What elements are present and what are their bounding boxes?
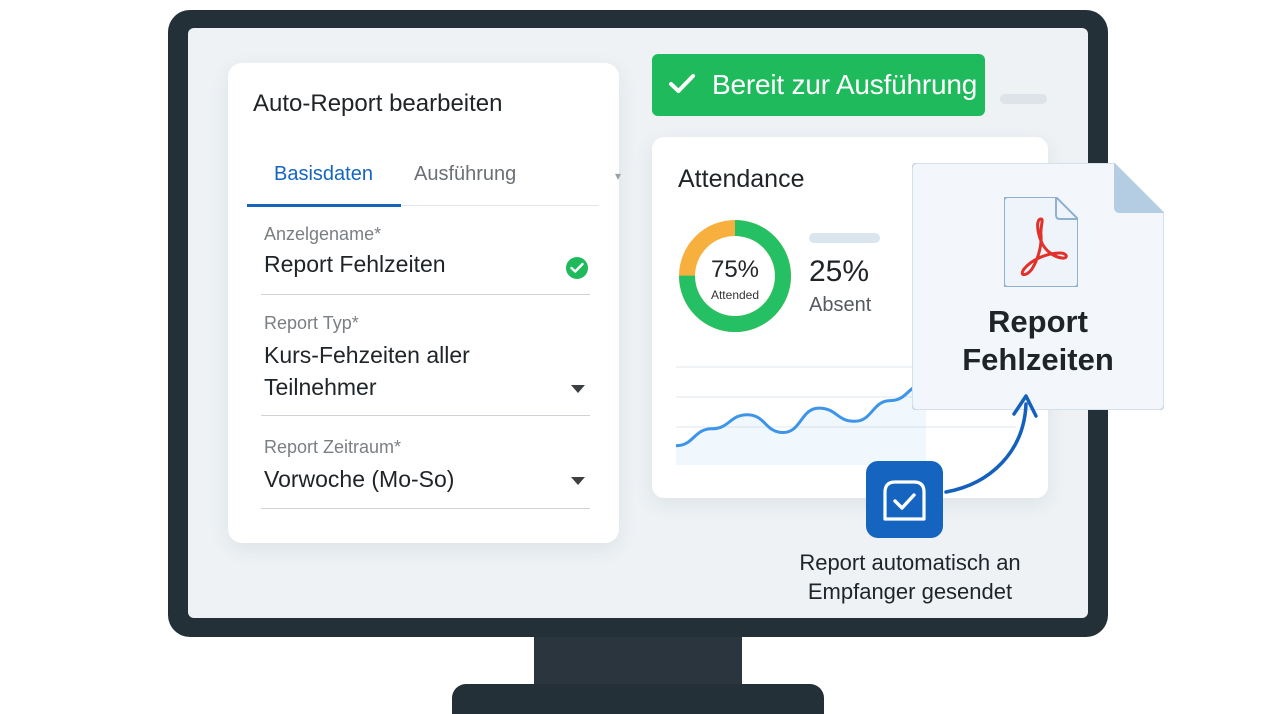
form-tabs: Basisdaten Ausführung ▾ xyxy=(247,153,599,206)
series-area xyxy=(676,384,926,465)
display-name-label: Anzelgename* xyxy=(264,224,381,245)
form-title: Auto-Report bearbeiten xyxy=(253,90,503,118)
chevron-down-icon[interactable] xyxy=(571,385,585,393)
checkmark-icon xyxy=(668,72,696,96)
placeholder-bar xyxy=(809,233,880,243)
tab-basisdaten[interactable]: Basisdaten xyxy=(274,163,373,186)
delivery-caption: Report automatisch an Empfanger gesendet xyxy=(760,548,1060,606)
display-name-value[interactable]: Report Fehlzeiten xyxy=(264,248,446,280)
valid-check-icon xyxy=(566,257,588,279)
tab-ausfuehrung[interactable]: Ausführung xyxy=(414,163,516,186)
more-tabs-icon[interactable]: ▾ xyxy=(615,169,621,183)
send-arrow xyxy=(940,392,1040,502)
ready-status-banner: Bereit zur Ausführung xyxy=(652,54,985,116)
display-name-field[interactable]: Anzelgename* Report Fehlzeiten xyxy=(261,221,590,295)
pdf-icon xyxy=(1004,197,1078,287)
monitor-stand-base xyxy=(452,684,824,714)
report-period-label: Report Zeitraum* xyxy=(264,437,401,458)
attended-percent: 75% xyxy=(680,256,790,284)
attended-label: Attended xyxy=(680,288,790,302)
report-period-value[interactable]: Vorwoche (Mo-So) xyxy=(264,463,454,495)
active-tab-indicator xyxy=(247,204,401,207)
report-period-select[interactable]: Report Zeitraum* Vorwoche (Mo-So) xyxy=(261,433,590,509)
report-type-label: Report Typ* xyxy=(264,313,359,334)
monitor-stand-neck xyxy=(534,637,742,687)
report-type-value[interactable]: Kurs-Fehzeiten aller Teilnehmer xyxy=(264,339,524,403)
placeholder-bar xyxy=(1000,94,1047,104)
attendance-title: Attendance xyxy=(678,165,805,194)
report-file-card[interactable]: Report Fehlzeiten xyxy=(912,163,1164,410)
mailbox-check-icon[interactable] xyxy=(866,461,943,538)
report-type-select[interactable]: Report Typ* Kurs-Fehzeiten aller Teilneh… xyxy=(261,309,590,416)
report-file-title: Report Fehlzeiten xyxy=(912,303,1164,379)
ready-status-text: Bereit zur Ausführung xyxy=(712,69,977,101)
auto-report-form: Auto-Report bearbeiten Basisdaten Ausfüh… xyxy=(228,63,619,543)
chevron-down-icon[interactable] xyxy=(571,477,585,485)
absent-percent: 25% xyxy=(809,255,869,289)
absent-label: Absent xyxy=(809,294,871,317)
